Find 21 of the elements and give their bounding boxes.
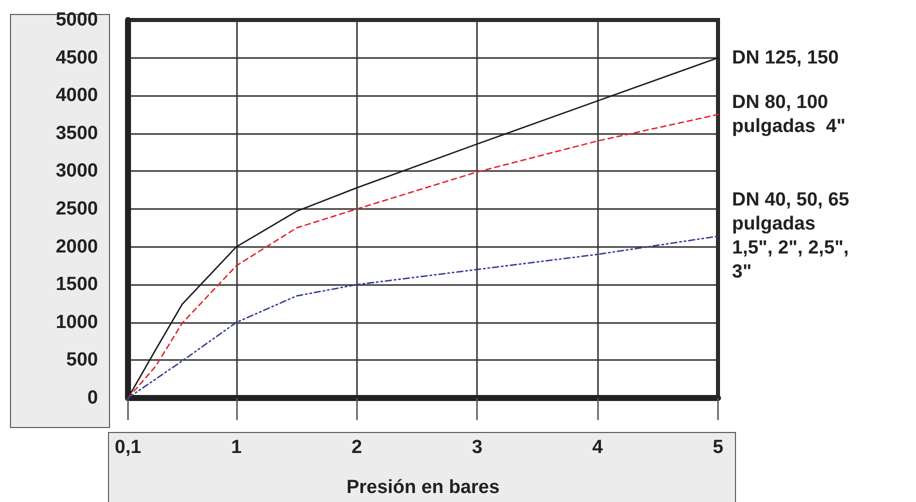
series-label: DN 125, 150 (732, 47, 839, 68)
y-tick-label: 3000 (56, 160, 98, 182)
x-tick-label: 0,1 (114, 437, 142, 458)
y-tick-label: 1000 (56, 312, 98, 333)
x-tick-label: 2 (351, 437, 362, 458)
x-tick-label: 4 (592, 437, 604, 458)
series-label: DN 40, 50, 65 pulgadas 1,5", 2", 2,5", 3" (732, 190, 850, 283)
x-axis-title: Presión en bares (346, 477, 500, 498)
y-tick-label: 5000 (56, 10, 98, 30)
x-tick-label: 5 (712, 437, 724, 458)
y-tick-label: 4000 (56, 85, 98, 106)
y-tick-label: 1500 (56, 274, 98, 296)
y-tick-label: 2000 (56, 236, 98, 258)
y-tick-label: 500 (66, 350, 98, 371)
y-tick-label: 2500 (56, 198, 98, 220)
x-tick-label: 3 (472, 437, 482, 458)
y-tick-label: 0 (87, 388, 98, 408)
y-tick-label: 4500 (56, 47, 98, 68)
x-tick-label: 1 (231, 437, 242, 458)
series-label: DN 80, 100 pulgadas 4" (732, 92, 846, 137)
y-tick-label: 3500 (56, 122, 98, 144)
